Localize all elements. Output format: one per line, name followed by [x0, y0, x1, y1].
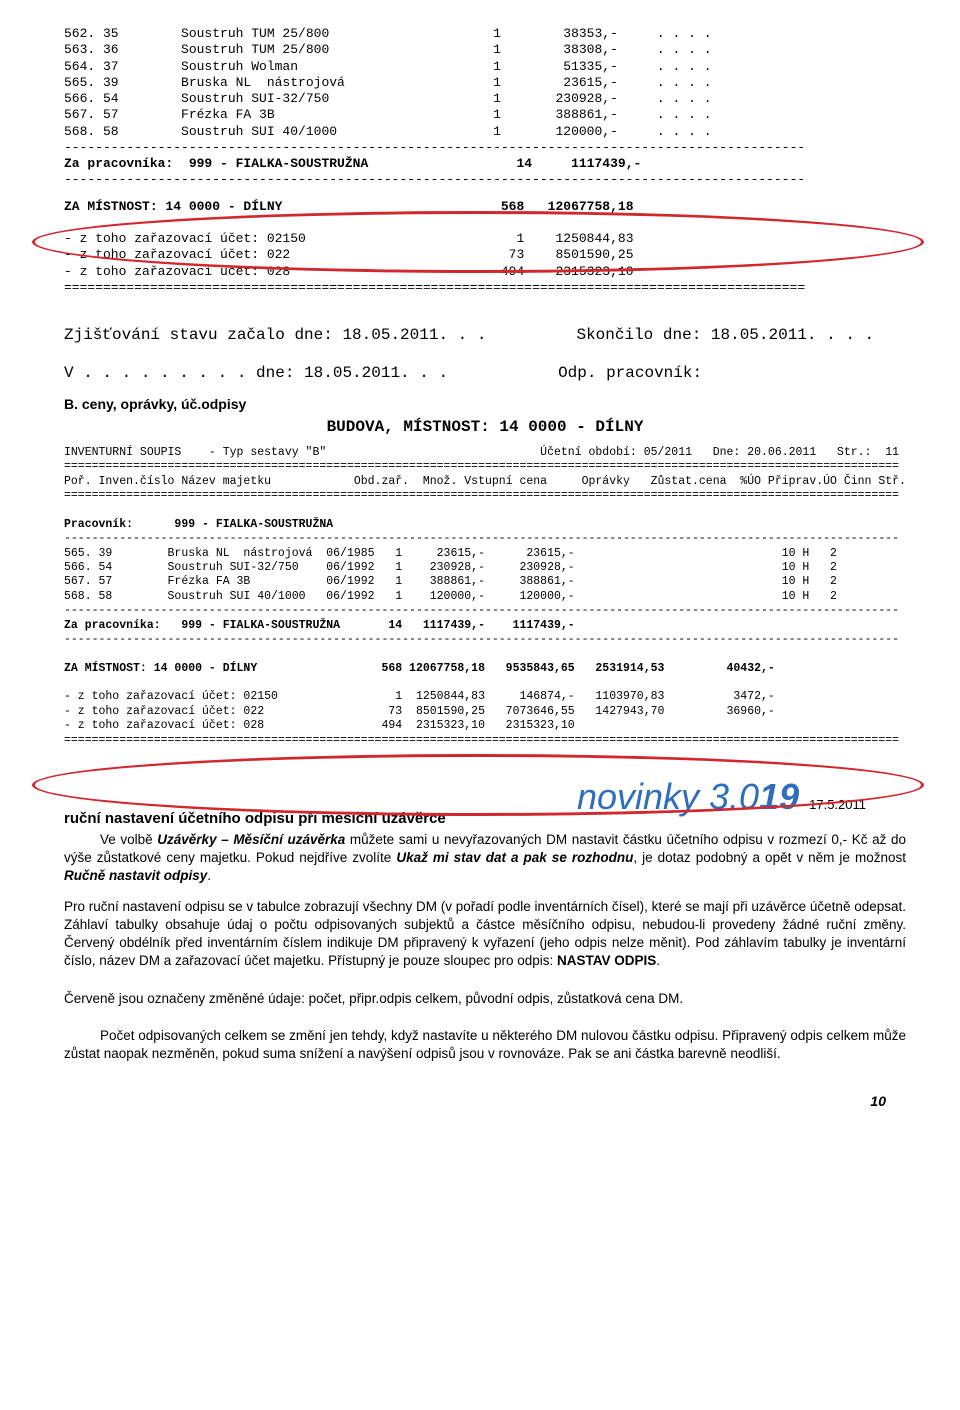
- p4: Počet odpisovaných celkem se změní jen t…: [64, 1027, 906, 1063]
- sep6: ----------------------------------------…: [64, 532, 906, 546]
- rows2: 565. 39 Bruska NL nástrojová 06/1985 1 2…: [64, 547, 906, 605]
- budova-heading: BUDOVA, MÍSTNOST: 14 0000 - DÍLNY: [64, 418, 906, 436]
- sep9: ========================================…: [64, 734, 906, 748]
- blank4: [64, 676, 906, 690]
- za-prac: Za pracovníka: 999 - FIALKA-SOUSTRUŽNA 1…: [64, 156, 906, 172]
- sep5: ========================================…: [64, 489, 906, 503]
- za-mist: ZA MÍSTNOST: 14 0000 - DÍLNY 568 1206775…: [64, 199, 906, 215]
- p1f: Ručně nastavit odpisy: [64, 868, 207, 883]
- p2: Pro ruční nastavení odpisu se v tabulce …: [64, 899, 906, 967]
- ucty2: - z toho zařazovací účet: 02150 1 125084…: [64, 690, 906, 733]
- ucty: - z toho zařazovací účet: 02150 1 125084…: [64, 231, 906, 280]
- sep7: ----------------------------------------…: [64, 604, 906, 618]
- body-text: Ve volbě Uzávěrky – Měsíční uzávěrka můž…: [64, 831, 906, 1063]
- stav-line: Zjišťování stavu začalo dne: 18.05.2011.…: [64, 326, 906, 344]
- p2b: NASTAV ODPIS: [557, 953, 656, 968]
- sep4: ========================================…: [64, 460, 906, 474]
- prac2: Pracovník: 999 - FIALKA-SOUSTRUŽNA: [64, 518, 906, 532]
- sep2: ----------------------------------------…: [64, 172, 906, 188]
- sep8: ----------------------------------------…: [64, 633, 906, 647]
- p1a: Ve volbě: [100, 832, 157, 847]
- p1d: Ukaž mi stav dat a pak se rozhodnu: [396, 850, 633, 865]
- col-headers: Poř. Inven.číslo Název majetku Obd.zař. …: [64, 475, 906, 489]
- blank1: [64, 215, 906, 231]
- novinky-text: novinky 3.0: [577, 776, 759, 817]
- p1e: , je dotaz podobný a opět v něm je možno…: [633, 850, 906, 865]
- blank2: [64, 504, 906, 518]
- blank3: [64, 647, 906, 661]
- top-table: 562. 35 Soustruh TUM 25/800 1 38353,- . …: [64, 26, 906, 140]
- inv-header: INVENTURNÍ SOUPIS - Typ sestavy "B" Účet…: [64, 446, 906, 460]
- page-number: 10: [64, 1093, 906, 1109]
- sep3: ========================================…: [64, 280, 906, 296]
- v-line: V . . . . . . . . . dne: 18.05.2011. . .…: [64, 364, 906, 382]
- p1b: Uzávěrky – Měsíční uzávěrka: [157, 832, 345, 847]
- novinky-bold: 19: [759, 776, 799, 817]
- p1g: .: [207, 868, 211, 883]
- sep1: ----------------------------------------…: [64, 140, 906, 156]
- section-b-heading: B. ceny, oprávky, úč.odpisy: [64, 396, 906, 412]
- za-mist2: ZA MÍSTNOST: 14 0000 - DÍLNY 568 1206775…: [64, 662, 906, 676]
- p3: Červeně jsou označeny změněné údaje: poč…: [64, 990, 906, 1008]
- za-prac2: Za pracovníka: 999 - FIALKA-SOUSTRUŽNA 1…: [64, 619, 906, 633]
- novinky-date: 17.5.2011: [809, 797, 866, 812]
